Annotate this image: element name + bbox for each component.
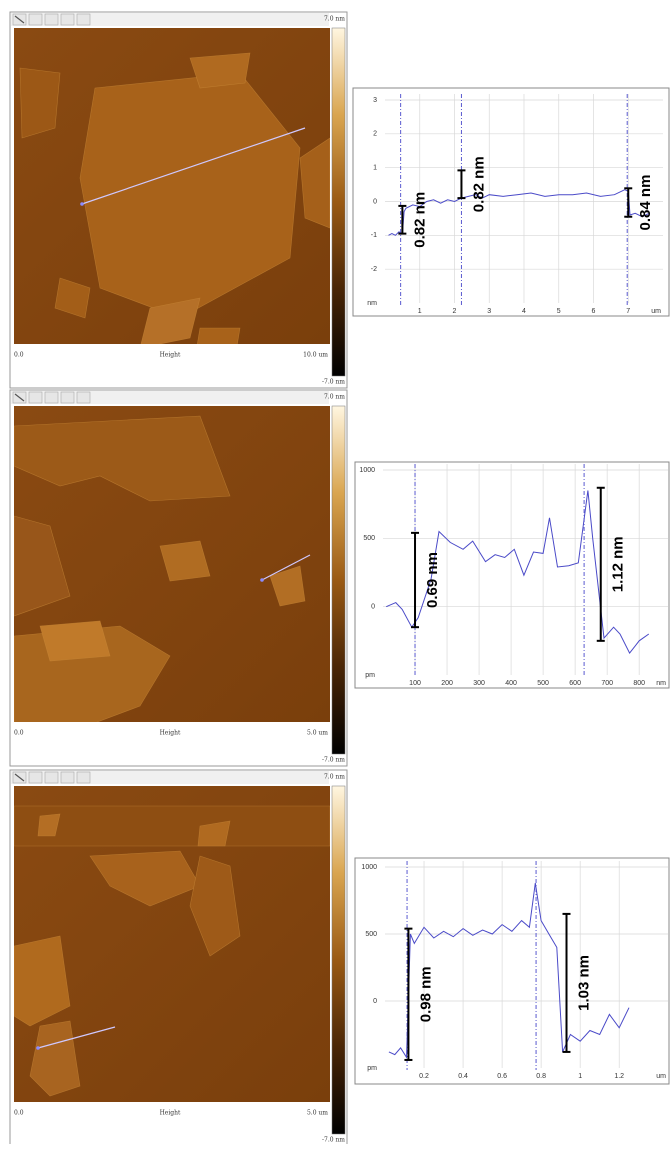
scale-top-label: 7.0 nm xyxy=(324,16,345,23)
x-tick-label: 500 xyxy=(537,680,549,687)
scale-top-label: 7.0 nm xyxy=(324,394,345,401)
y-unit-label: nm xyxy=(367,300,377,307)
tool-icon xyxy=(77,14,90,25)
x-tick-label: 1 xyxy=(418,308,422,315)
x-unit-label: nm xyxy=(656,680,666,687)
x-unit-label: um xyxy=(656,1073,666,1080)
tool-icon xyxy=(29,772,42,783)
y-unit-label: pm xyxy=(365,672,375,679)
tool-icon xyxy=(61,392,74,403)
colorbar xyxy=(332,406,345,754)
afm-image xyxy=(14,786,330,1102)
y-tick-label: 1000 xyxy=(361,864,377,871)
x-tick-label: 200 xyxy=(441,680,453,687)
y-tick-label: -2 xyxy=(371,266,377,273)
x-tick-label: 7 xyxy=(626,308,630,315)
x-tick-label: 0.6 xyxy=(497,1073,507,1080)
y-tick-label: 0 xyxy=(373,198,377,205)
x-tick-label: 4 xyxy=(522,308,526,315)
toolbar xyxy=(11,771,329,784)
y-tick-label: 1 xyxy=(373,165,377,172)
scale-bottom-label: -7.0 nm xyxy=(322,379,345,386)
x-tick-label: 1.2 xyxy=(614,1073,624,1080)
tool-icon xyxy=(61,14,74,25)
x-tick-label: 300 xyxy=(473,680,485,687)
x-tick-label: 100 xyxy=(409,680,421,687)
x-end-label: 5.0 um xyxy=(307,730,328,737)
y-tick-label: 2 xyxy=(373,131,377,138)
y-tick-label: 500 xyxy=(365,931,377,938)
y-tick-label: 0 xyxy=(371,604,375,611)
height-label: 1.12 nm xyxy=(610,536,627,592)
toolbar xyxy=(11,13,329,26)
figure: 7.0 nm0.0Height10.0 um-7.0 nm7.0 nm0.0He… xyxy=(0,0,670,1144)
tool-icon xyxy=(77,392,90,403)
tool-icon xyxy=(45,14,58,25)
afm-image xyxy=(14,28,330,358)
height-label: 0.82 nm xyxy=(470,156,487,212)
x-tick-label: 2 xyxy=(453,308,457,315)
scale-bottom-label: -7.0 nm xyxy=(322,1137,345,1144)
colorbar xyxy=(332,786,345,1134)
tool-icon xyxy=(29,14,42,25)
x-end-label: 10.0 um xyxy=(303,352,328,359)
afm-panel: 7.0 nm 0.0 Height 5.0 um -7.0 nm xyxy=(10,390,347,766)
flake xyxy=(14,806,330,846)
x-tick-label: 700 xyxy=(601,680,613,687)
y-tick-label: 1000 xyxy=(359,467,375,474)
height-label: 0.82 nm xyxy=(411,192,428,248)
y-tick-label: 3 xyxy=(373,97,377,104)
tool-icon xyxy=(61,772,74,783)
afm-image xyxy=(14,406,330,736)
channel-label: Height xyxy=(160,730,181,737)
flake xyxy=(40,621,110,661)
page: {"images": [ {"scale_top": "7.0 nm", "sc… xyxy=(0,0,670,1144)
x-start-label: 0.0 xyxy=(14,1110,24,1117)
height-label: 0.98 nm xyxy=(417,966,434,1022)
x-unit-label: um xyxy=(651,308,661,315)
x-start-label: 0.0 xyxy=(14,352,24,359)
y-tick-label: 500 xyxy=(363,535,375,542)
channel-label: Height xyxy=(160,1110,181,1117)
height-label: 0.84 nm xyxy=(637,175,654,231)
tool-icon xyxy=(45,772,58,783)
x-tick-label: 6 xyxy=(592,308,596,315)
height-label: 0.69 nm xyxy=(424,552,441,608)
x-tick-label: 400 xyxy=(505,680,517,687)
y-tick-label: 0 xyxy=(373,998,377,1005)
profile-end xyxy=(36,1046,40,1050)
colorbar xyxy=(332,28,345,376)
x-tick-label: 600 xyxy=(569,680,581,687)
afm-panel: 7.0 nm 0.0 Height 5.0 um -7.0 nm xyxy=(10,770,347,1144)
x-tick-label: 0.2 xyxy=(419,1073,429,1080)
x-tick-label: 1 xyxy=(578,1073,582,1080)
y-tick-label: -1 xyxy=(371,232,377,239)
flake xyxy=(190,53,250,88)
channel-label: Height xyxy=(160,352,181,359)
x-tick-label: 3 xyxy=(487,308,491,315)
profile-end xyxy=(260,578,264,582)
scale-top-label: 7.0 nm xyxy=(324,774,345,781)
x-tick-label: 800 xyxy=(633,680,645,687)
height-label: 1.03 nm xyxy=(575,955,592,1011)
x-tick-label: 0.8 xyxy=(536,1073,546,1080)
flake xyxy=(20,68,60,138)
afm-panel: 7.0 nm 0.0 Height 10.0 um -7.0 nm xyxy=(10,12,347,388)
x-start-label: 0.0 xyxy=(14,730,24,737)
scale-bottom-label: -7.0 nm xyxy=(322,757,345,764)
tool-icon xyxy=(29,392,42,403)
x-tick-label: 5 xyxy=(557,308,561,315)
x-tick-label: 0.4 xyxy=(458,1073,468,1080)
profile-end xyxy=(80,202,84,206)
x-end-label: 5.0 um xyxy=(307,1110,328,1117)
tool-icon xyxy=(45,392,58,403)
tool-icon xyxy=(77,772,90,783)
toolbar xyxy=(11,391,329,404)
y-unit-label: pm xyxy=(367,1065,377,1072)
